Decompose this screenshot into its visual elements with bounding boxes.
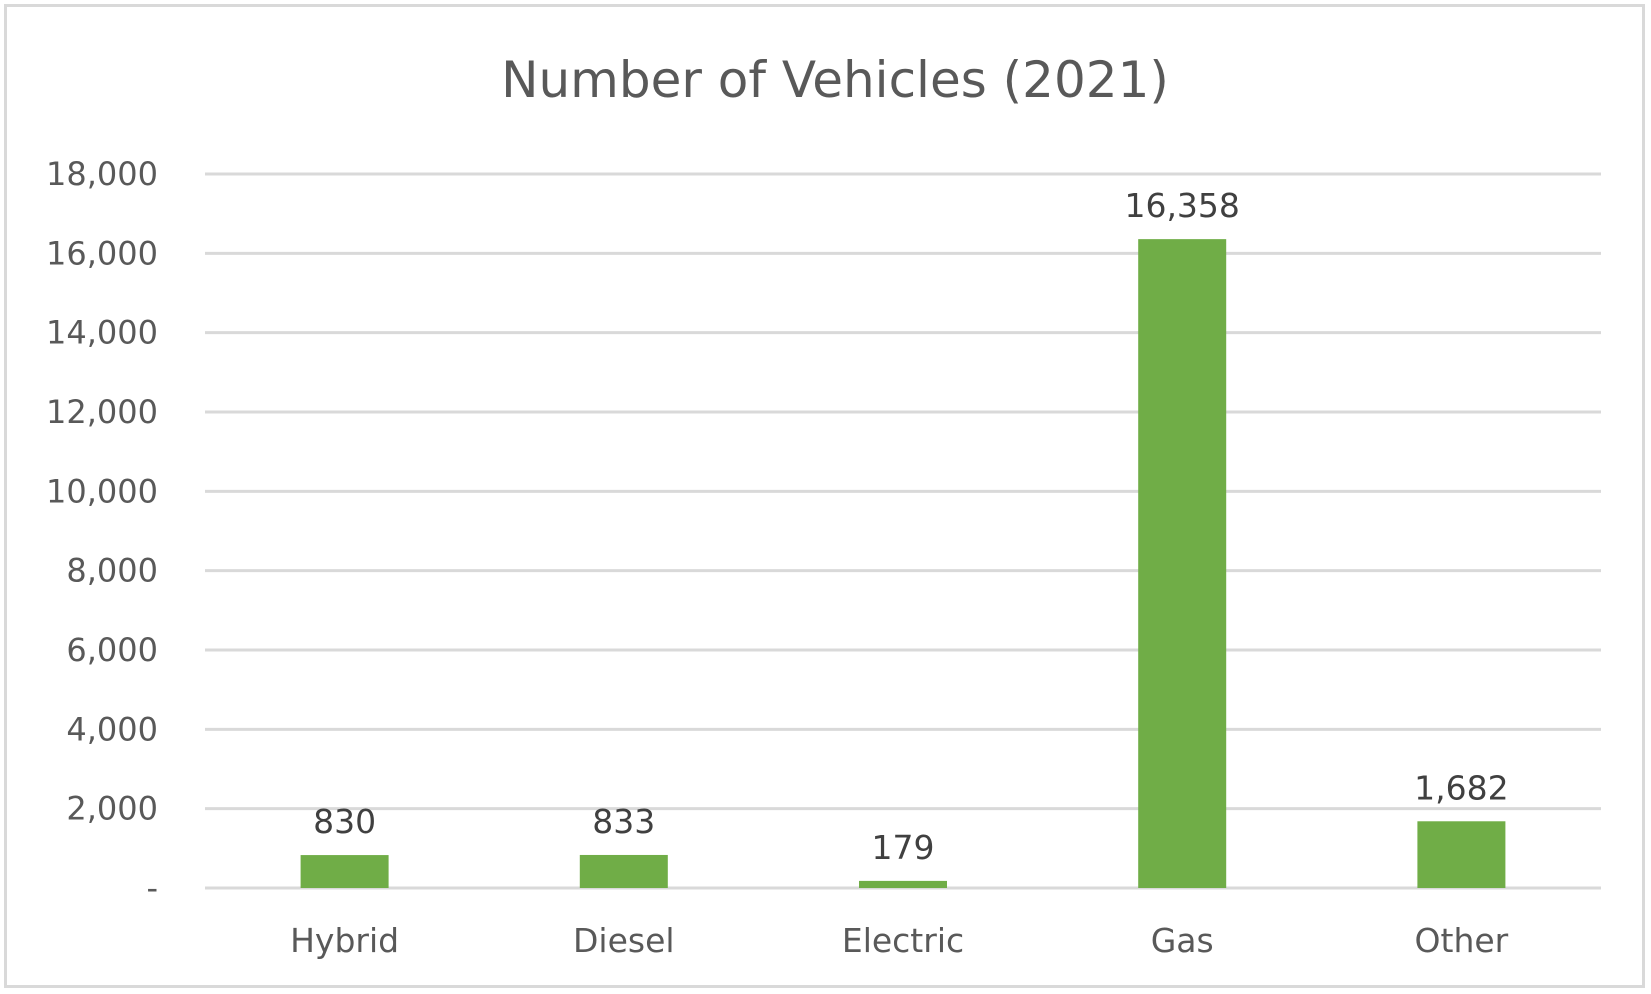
x-axis-category-labels: Hybrid Diesel Electric Gas Other — [290, 921, 1509, 960]
x-tick-label: Electric — [842, 921, 964, 960]
bar-diesel — [579, 854, 668, 888]
y-tick-label: 2,000 — [66, 790, 158, 828]
chart-frame — [4, 4, 1645, 988]
data-label-electric: 179 — [872, 828, 935, 867]
bars — [300, 239, 1506, 888]
data-label-gas: 16,358 — [1124, 186, 1239, 225]
x-tick-label: Gas — [1151, 921, 1214, 960]
y-tick-label: 18,000 — [46, 155, 158, 193]
y-tick-label: - — [146, 869, 158, 907]
x-tick-label: Other — [1415, 921, 1509, 960]
data-label-diesel: 833 — [592, 802, 655, 841]
x-tick-label: Diesel — [573, 921, 675, 960]
bar-gas — [1138, 239, 1227, 888]
y-axis-tick-labels: - 2,000 4,000 6,000 8,000 10,000 12,000 14,000 1… — [46, 155, 158, 907]
bar-electric — [859, 880, 947, 888]
data-label-other: 1,682 — [1414, 768, 1508, 807]
y-tick-label: 14,000 — [46, 314, 158, 352]
y-tick-label: 6,000 — [66, 631, 158, 669]
x-tick-label: Hybrid — [290, 921, 399, 960]
chart-title: Number of Vehicles (2021) — [501, 51, 1169, 109]
data-labels: 830 833 179 16,358 1,682 — [313, 186, 1509, 867]
y-tick-label: 12,000 — [46, 393, 158, 431]
y-tick-label: 8,000 — [66, 552, 158, 590]
gridlines — [205, 172, 1601, 890]
y-tick-label: 16,000 — [46, 234, 158, 272]
y-tick-label: 4,000 — [66, 710, 158, 748]
data-label-hybrid: 830 — [313, 802, 376, 841]
bar-other — [1417, 821, 1506, 888]
bar-hybrid — [300, 855, 389, 888]
y-tick-label: 10,000 — [46, 472, 158, 510]
